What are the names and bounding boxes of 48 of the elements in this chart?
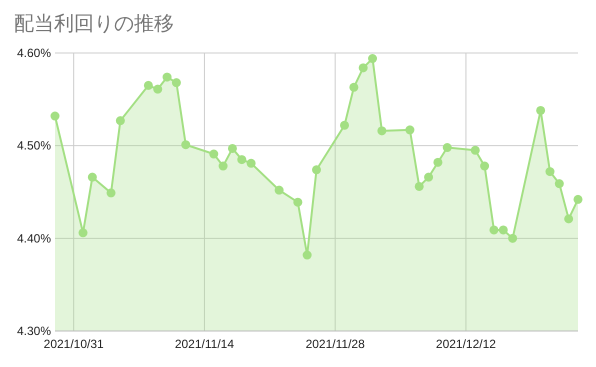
point (78, 228, 88, 238)
point (564, 214, 574, 224)
y-tick-label: 4.40% (16, 231, 52, 246)
x-tick-label: 2021/12/12 (436, 337, 496, 351)
x-tick-label: 2021/11/14 (174, 337, 234, 351)
point (228, 144, 237, 153)
point (377, 126, 386, 136)
point (405, 125, 414, 134)
point (574, 194, 582, 204)
point (172, 78, 181, 88)
point (358, 63, 368, 72)
point (554, 179, 564, 188)
point (424, 172, 434, 182)
point (50, 112, 60, 121)
point (88, 172, 97, 182)
point (442, 143, 452, 152)
point (162, 72, 172, 82)
y-tick-label: 4.60% (16, 46, 52, 60)
point (302, 250, 312, 260)
point (312, 165, 321, 174)
point (116, 116, 125, 126)
point (498, 225, 508, 234)
point (414, 182, 424, 191)
point (433, 158, 442, 167)
point (349, 82, 358, 92)
y-tick-label: 4.50% (16, 138, 52, 153)
point (218, 162, 228, 171)
point (340, 120, 350, 130)
chart-title: 配当利回りの推移 (14, 13, 174, 35)
point (246, 158, 256, 168)
point (489, 225, 498, 234)
point (536, 106, 546, 115)
point (106, 188, 116, 198)
point (144, 80, 153, 90)
point (274, 186, 284, 195)
point (181, 140, 190, 150)
point (508, 234, 518, 243)
x-tick-label: 2021/11/28 (306, 337, 366, 351)
point (480, 162, 490, 171)
x-tick-label: 2021/10/31 (44, 337, 104, 351)
y-tick-label: 4.30% (16, 324, 52, 338)
point (237, 155, 246, 164)
point (293, 198, 302, 207)
point (545, 167, 554, 176)
point (153, 84, 162, 94)
point (209, 150, 218, 159)
point (368, 54, 378, 64)
point (470, 146, 480, 155)
